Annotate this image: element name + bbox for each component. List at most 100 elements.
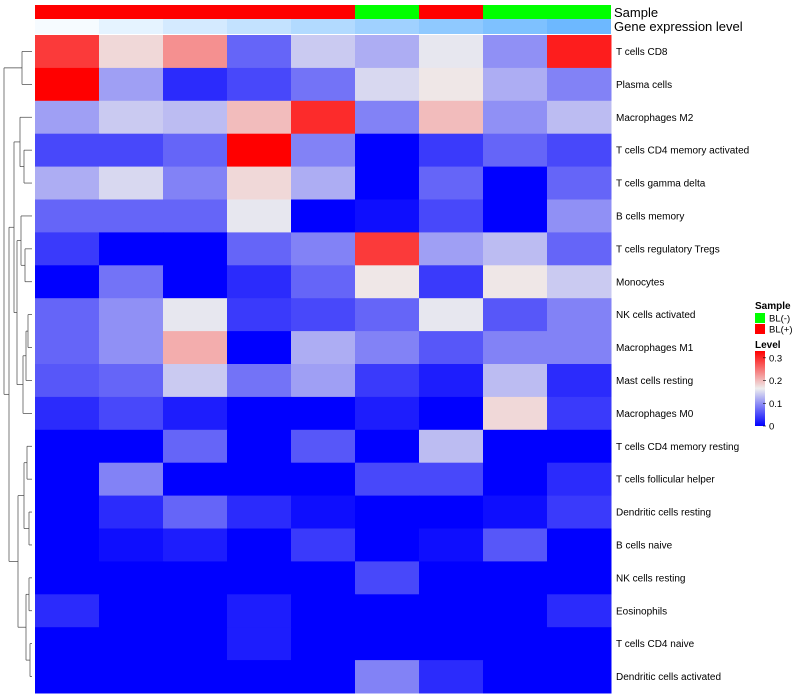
heatmap-cell bbox=[419, 660, 484, 694]
heatmap-cell bbox=[483, 331, 548, 365]
row-labels: T cells CD8 Plasma cells Macrophages M2 T c… bbox=[616, 47, 749, 683]
row-label: Macrophages M1 bbox=[616, 343, 694, 354]
heatmap-cell bbox=[547, 594, 612, 628]
heatmap-cell bbox=[35, 627, 100, 661]
heatmap-cell bbox=[483, 660, 548, 694]
heatmap-cell bbox=[547, 133, 612, 168]
heatmap-cell bbox=[99, 594, 164, 628]
expression-annotation-cell bbox=[419, 19, 483, 34]
legend-sample-title: Sample bbox=[755, 301, 791, 312]
expression-annotation-title: Gene expression level bbox=[614, 19, 743, 34]
heatmap-cell bbox=[163, 133, 228, 168]
heatmap-cell bbox=[35, 298, 100, 332]
heatmap-cell bbox=[483, 298, 548, 332]
heatmap-cell bbox=[163, 100, 228, 135]
heatmap-cell bbox=[419, 462, 484, 497]
heatmap-cell bbox=[291, 528, 356, 562]
row-label: Macrophages M0 bbox=[616, 409, 694, 420]
heatmap-cell bbox=[291, 100, 356, 135]
heatmap-cell bbox=[419, 495, 484, 529]
heatmap-cell bbox=[227, 199, 292, 233]
expression-annotation-cell bbox=[163, 19, 227, 34]
heatmap-cell bbox=[547, 396, 612, 431]
heatmap-cell bbox=[163, 561, 228, 595]
sample-annotation-cell bbox=[99, 5, 163, 19]
heatmap-cell bbox=[163, 298, 228, 332]
heatmap-cell bbox=[547, 100, 612, 135]
legend-swatch bbox=[755, 313, 765, 323]
sample-annotation-bar bbox=[35, 5, 611, 19]
heatmap-cell bbox=[99, 298, 164, 332]
heatmap-cell bbox=[483, 594, 548, 628]
row-label: Eosinophils bbox=[616, 606, 667, 617]
heatmap-cell bbox=[291, 67, 356, 102]
heatmap-cell bbox=[227, 495, 292, 529]
legend-level-title: Level bbox=[755, 340, 781, 351]
heatmap-cell bbox=[227, 166, 292, 200]
heatmap-cell bbox=[227, 35, 292, 69]
heatmap-cell bbox=[35, 561, 100, 595]
expression-annotation-cell bbox=[35, 19, 99, 34]
sample-annotation-title: Sample bbox=[614, 5, 658, 20]
level-colorbar bbox=[755, 351, 765, 426]
heatmap-cell bbox=[547, 364, 612, 398]
row-label: Mast cells resting bbox=[616, 376, 693, 387]
heatmap-cell bbox=[35, 331, 100, 365]
heatmap-cell bbox=[99, 265, 164, 299]
heatmap-cell bbox=[163, 364, 228, 398]
heatmap-cell bbox=[35, 35, 100, 69]
expression-annotation-cell bbox=[227, 19, 291, 34]
row-label: Dendritic cells activated bbox=[616, 672, 721, 683]
heatmap-cell bbox=[99, 364, 164, 398]
heatmap-cell bbox=[291, 133, 356, 168]
heatmap-cell bbox=[419, 528, 484, 562]
heatmap-cell bbox=[227, 396, 292, 431]
heatmap-cell bbox=[99, 627, 164, 661]
heatmap-cell bbox=[355, 133, 420, 168]
heatmap-cell bbox=[291, 660, 356, 694]
heatmap-cell bbox=[419, 199, 484, 233]
heatmap-cell bbox=[227, 133, 292, 168]
row-label: Plasma cells bbox=[616, 80, 672, 91]
heatmap-cell bbox=[419, 232, 484, 266]
row-label: T cells CD4 memory activated bbox=[616, 146, 749, 157]
heatmap-cell bbox=[163, 429, 228, 464]
heatmap-cell bbox=[547, 627, 612, 661]
heatmap-cell bbox=[99, 35, 164, 69]
heatmap-cell bbox=[355, 100, 420, 135]
heatmap-cell bbox=[35, 364, 100, 398]
sample-annotation-cell bbox=[547, 5, 611, 19]
heatmap-cell bbox=[163, 67, 228, 102]
heatmap-cell bbox=[291, 331, 356, 365]
sample-annotation-cell bbox=[483, 5, 547, 19]
heatmap-cell bbox=[99, 166, 164, 200]
heatmap-cell bbox=[291, 232, 356, 266]
expression-annotation-cell bbox=[483, 19, 547, 34]
heatmap-cell bbox=[99, 133, 164, 168]
row-label: NK cells activated bbox=[616, 310, 695, 321]
heatmap-cells bbox=[35, 35, 612, 694]
legend-label: BL(+) bbox=[769, 325, 793, 336]
heatmap-cell bbox=[99, 100, 164, 135]
heatmap-cell bbox=[35, 462, 100, 497]
heatmap-cell bbox=[227, 100, 292, 135]
heatmap-cell bbox=[355, 462, 420, 497]
heatmap-cell bbox=[227, 462, 292, 497]
expression-annotation-cell bbox=[547, 19, 611, 34]
heatmap-cell bbox=[355, 495, 420, 529]
heatmap-cell bbox=[483, 429, 548, 464]
row-label: T cells gamma delta bbox=[616, 179, 706, 190]
row-label: Monocytes bbox=[616, 277, 664, 288]
row-label: Macrophages M2 bbox=[616, 113, 694, 124]
heatmap-cell bbox=[227, 660, 292, 694]
heatmap-cell bbox=[99, 528, 164, 562]
heatmap-cell bbox=[419, 100, 484, 135]
heatmap-cell bbox=[35, 528, 100, 562]
heatmap-cell bbox=[419, 594, 484, 628]
heatmap-cell bbox=[483, 528, 548, 562]
heatmap-cell bbox=[99, 495, 164, 529]
heatmap-cell bbox=[419, 133, 484, 168]
row-label: B cells naive bbox=[616, 540, 673, 551]
heatmap-cell bbox=[291, 265, 356, 299]
heatmap-cell bbox=[163, 331, 228, 365]
